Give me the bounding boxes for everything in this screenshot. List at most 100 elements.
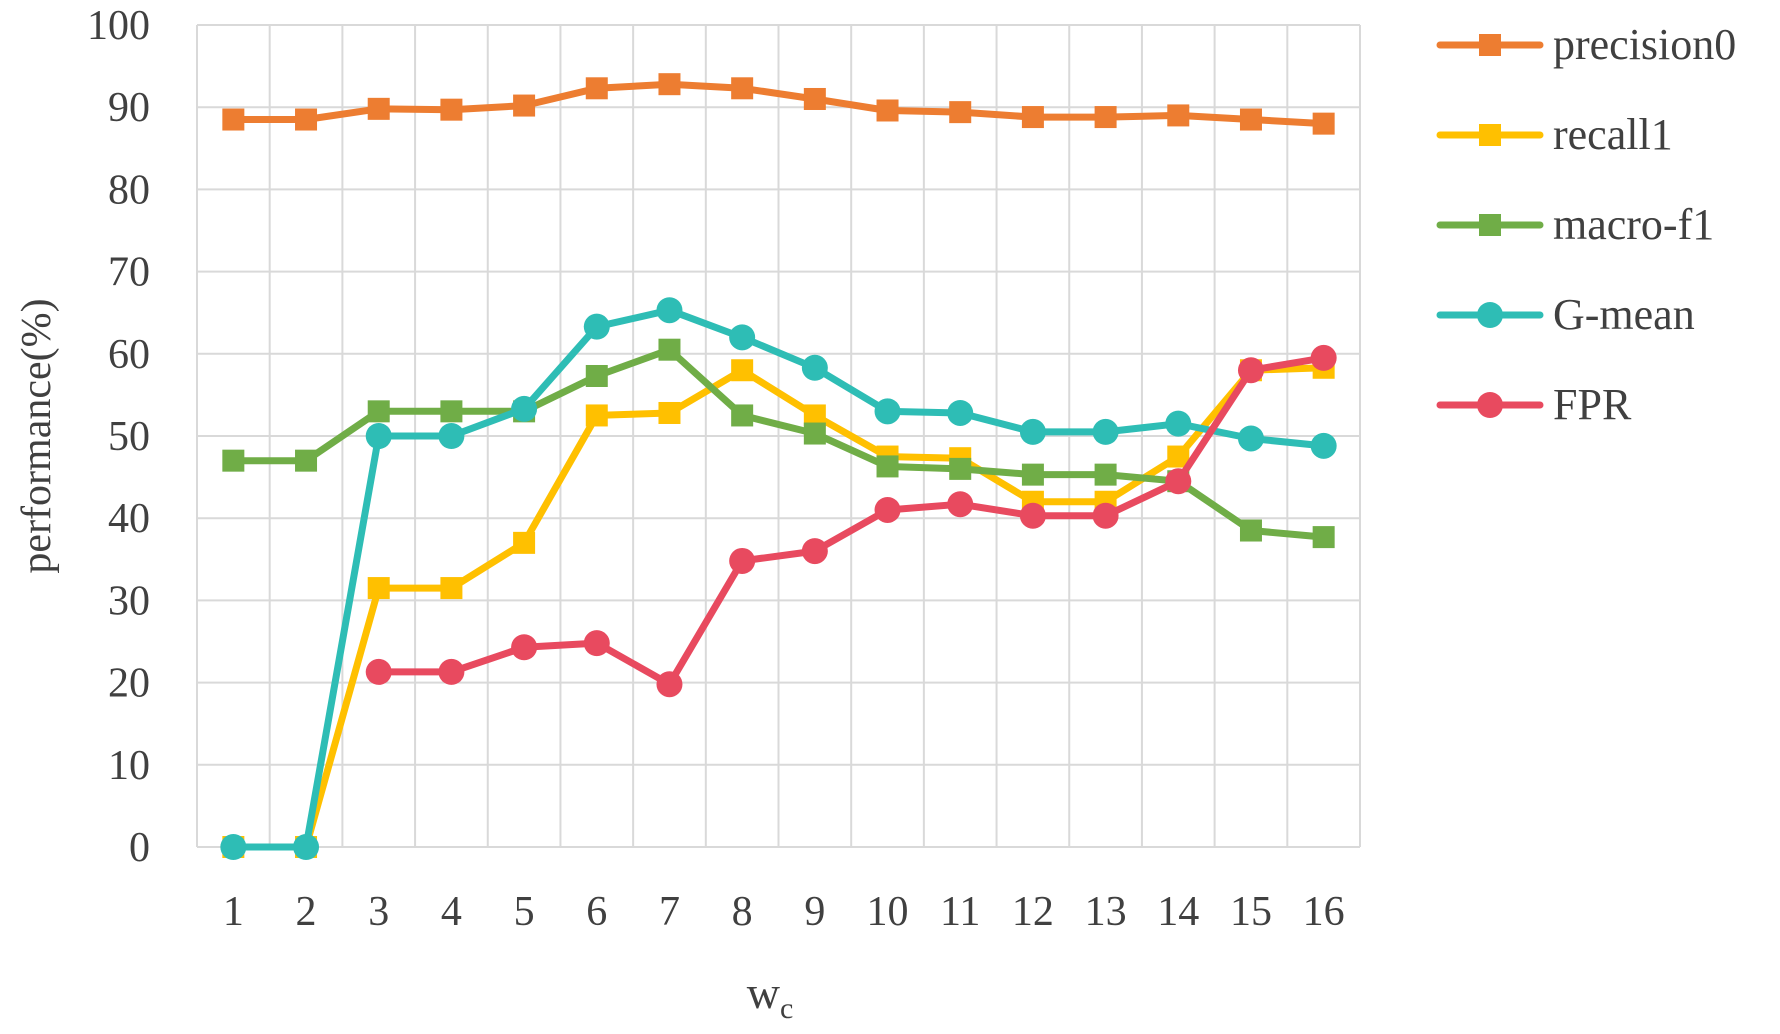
x-tick-label: 4 [441, 889, 462, 935]
x-tick-label: 2 [296, 889, 317, 935]
data-point-g-mean [1019, 418, 1046, 445]
data-point-g-mean [1165, 410, 1192, 437]
y-tick-label: 100 [87, 3, 150, 49]
series-line-g-mean [229, 306, 1328, 851]
data-point-fpr [583, 630, 610, 657]
data-point-g-mean [220, 834, 247, 860]
x-axis-label-main: w [747, 967, 781, 1018]
legend-item-g-mean: G-mean [1436, 290, 1695, 339]
data-point-macro-f1 [1312, 526, 1335, 549]
data-point-precision0 [876, 99, 899, 122]
data-point-fpr [801, 538, 828, 565]
legend-swatch-marker [1477, 392, 1503, 418]
data-point-g-mean [438, 423, 465, 449]
data-point-macro-f1 [1239, 519, 1262, 542]
data-point-precision0 [1167, 104, 1190, 127]
data-point-fpr [947, 491, 974, 518]
data-point-fpr [656, 671, 683, 698]
data-point-macro-f1 [1021, 463, 1044, 486]
data-point-g-mean [293, 834, 320, 860]
series-g-mean [220, 297, 1337, 860]
data-point-fpr [874, 496, 901, 523]
data-point-recall1 [731, 359, 754, 382]
x-tick-label: 13 [1085, 889, 1127, 935]
legend-item-recall1: recall1 [1436, 110, 1673, 159]
data-point-fpr [365, 658, 392, 685]
data-point-fpr [1237, 357, 1264, 384]
data-point-g-mean [1310, 432, 1337, 459]
data-point-macro-f1 [731, 404, 754, 427]
legend-label: precision0 [1553, 20, 1736, 69]
data-point-precision0 [585, 77, 608, 100]
data-point-fpr [1310, 344, 1337, 371]
data-point-fpr [438, 658, 465, 685]
data-point-precision0 [1094, 106, 1117, 129]
x-tick-label: 6 [586, 889, 607, 935]
data-point-fpr [1092, 502, 1119, 529]
data-point-precision0 [440, 98, 463, 121]
y-tick-label: 20 [108, 661, 150, 707]
x-tick-label: 16 [1303, 889, 1345, 935]
data-point-recall1 [585, 404, 608, 427]
data-point-fpr [1165, 468, 1192, 495]
data-point-macro-f1 [876, 455, 899, 478]
series-precision0 [222, 73, 1335, 135]
y-tick-label: 40 [108, 496, 150, 542]
legend-swatch-marker [1477, 302, 1503, 328]
data-point-precision0 [367, 97, 390, 120]
data-point-fpr [729, 547, 756, 574]
data-point-g-mean [365, 423, 392, 449]
data-point-g-mean [947, 399, 974, 426]
legend-label: FPR [1553, 380, 1632, 429]
data-point-precision0 [1312, 112, 1335, 135]
data-point-g-mean [874, 398, 901, 425]
x-axis-label: wc [747, 967, 794, 1025]
data-point-precision0 [803, 87, 826, 110]
legend-label: recall1 [1553, 110, 1673, 159]
data-point-recall1 [803, 404, 826, 427]
series-fpr [365, 344, 1337, 698]
x-tick-label: 12 [1012, 889, 1054, 935]
data-point-macro-f1 [440, 400, 463, 423]
legend-swatch-marker [1479, 214, 1501, 236]
data-point-macro-f1 [803, 422, 826, 445]
data-point-macro-f1 [1094, 463, 1117, 486]
y-tick-label: 90 [108, 85, 150, 131]
data-point-precision0 [222, 108, 245, 131]
legend-item-macro-f1: macro-f1 [1436, 200, 1714, 249]
legend-label: macro-f1 [1553, 200, 1714, 249]
data-point-g-mean [583, 313, 610, 340]
data-point-precision0 [1021, 106, 1044, 129]
data-point-macro-f1 [658, 338, 681, 361]
data-point-macro-f1 [585, 364, 608, 387]
data-point-recall1 [513, 531, 536, 554]
data-point-g-mean [1092, 418, 1119, 445]
series-group [220, 73, 1337, 860]
data-point-g-mean [1237, 425, 1264, 452]
data-point-precision0 [513, 94, 536, 117]
data-point-macro-f1 [367, 400, 390, 423]
x-tick-label: 10 [867, 889, 909, 935]
y-tick-label: 10 [108, 743, 150, 789]
x-tick-label: 14 [1157, 889, 1199, 935]
data-point-macro-f1 [295, 449, 318, 472]
legend-swatch-marker [1479, 34, 1501, 56]
x-tick-label: 1 [223, 889, 244, 935]
x-tick-label: 9 [804, 889, 825, 935]
data-point-precision0 [731, 77, 754, 100]
y-tick-label: 60 [108, 332, 150, 378]
data-point-fpr [511, 634, 538, 661]
series-line-macro-f1 [229, 346, 1328, 541]
data-point-macro-f1 [949, 457, 972, 480]
data-point-recall1 [1167, 445, 1190, 468]
series-line-precision0 [229, 80, 1328, 128]
data-point-precision0 [949, 101, 972, 124]
data-point-macro-f1 [222, 449, 245, 472]
data-point-recall1 [440, 577, 463, 600]
y-tick-label: 80 [108, 167, 150, 213]
legend-item-precision0: precision0 [1436, 20, 1736, 69]
y-tick-label: 70 [108, 250, 150, 296]
legend: precision0 recall1 macro-f1 G-mean FPR [1436, 20, 1736, 429]
